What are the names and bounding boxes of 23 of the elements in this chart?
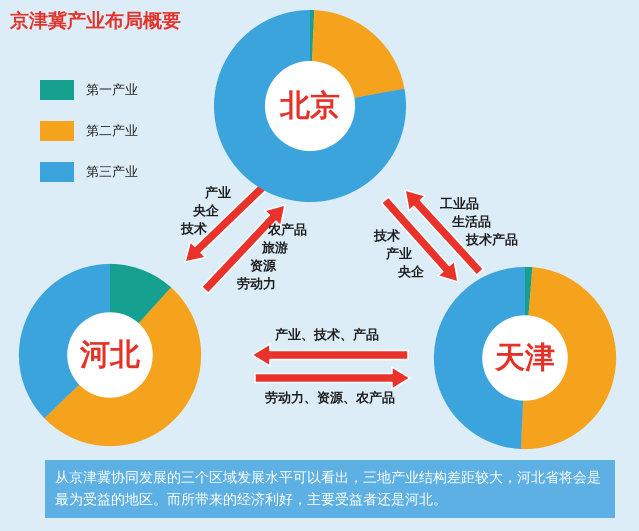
text: 产业、技术、产品	[275, 327, 379, 344]
text: 农产品	[268, 222, 307, 239]
text: 资源	[250, 258, 276, 275]
legend-label: 第三产业	[86, 164, 138, 181]
text: 央企	[398, 264, 424, 281]
text: 天津	[494, 340, 555, 376]
legend-label: 第一产业	[86, 82, 138, 99]
text: 产业	[386, 246, 412, 263]
text: 北京	[279, 88, 340, 124]
text: 产业	[205, 185, 231, 202]
text: 生活品	[452, 214, 491, 231]
text: 旅游	[262, 240, 288, 257]
text: 央企	[193, 203, 219, 220]
text: 技术	[374, 228, 400, 245]
text: 工业品	[440, 196, 479, 213]
text: 劳动力、资源、农产品	[265, 390, 395, 407]
text: 从京津冀协同发展的三个区域发展水平可以看出，三地产业结构差距较大，河北省将会是最为受益的地区。而所带来的经济利好，主要受益者还是河北。	[45, 460, 615, 518]
text: 劳动力	[237, 276, 276, 293]
legend-label: 第二产业	[86, 123, 138, 140]
text: 京津冀产业布局概要	[10, 9, 181, 34]
text: 技术产品	[466, 232, 518, 249]
text: 技术	[181, 221, 207, 238]
text: 河北	[79, 338, 141, 372]
